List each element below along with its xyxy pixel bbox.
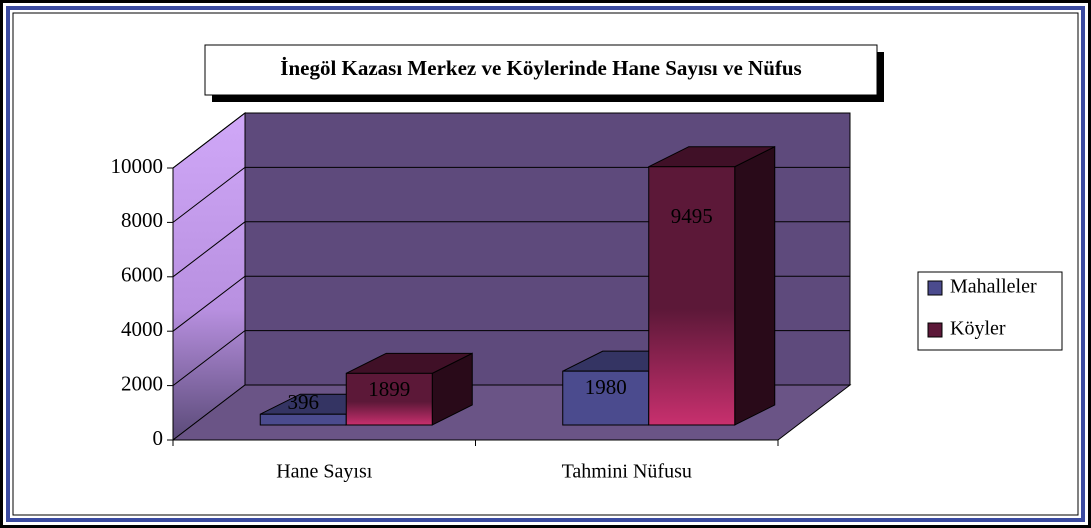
bar	[648, 166, 736, 426]
y-tick-label: 0	[153, 426, 164, 450]
bar-side-shade	[734, 146, 775, 425]
plot-border	[12, 12, 1079, 516]
data-label: 1980	[585, 375, 627, 399]
bar-top-shade	[346, 353, 473, 374]
y-tick-label: 6000	[121, 263, 163, 287]
legend-swatch	[927, 280, 943, 296]
bar-top-shade	[648, 146, 775, 167]
y-tick-label: 4000	[121, 317, 163, 341]
title-box	[204, 44, 878, 96]
bar-side-shade	[432, 353, 473, 425]
left-wall	[172, 111, 246, 442]
bar	[259, 413, 347, 426]
inner-border	[6, 6, 1085, 522]
grid-line	[172, 112, 850, 169]
y-tick-label: 10000	[111, 154, 164, 178]
data-label: 9495	[671, 204, 713, 228]
x-tick-label: Hane Sayısı	[276, 461, 373, 483]
y-tick-label: 8000	[121, 208, 163, 232]
legend-label: Mahalleler	[950, 276, 1037, 298]
bar	[562, 370, 650, 426]
chart-title: İnegöl Kazası Merkez ve Köylerinde Hane …	[280, 56, 801, 80]
legend-label: Köyler	[950, 318, 1006, 340]
bar	[345, 372, 433, 426]
x-tick-label: Tahmini Nüfusu	[562, 461, 692, 483]
data-label: 1899	[368, 377, 410, 401]
legend-swatch	[927, 322, 943, 338]
data-label: 396	[288, 390, 320, 414]
y-tick-label: 2000	[121, 371, 163, 395]
